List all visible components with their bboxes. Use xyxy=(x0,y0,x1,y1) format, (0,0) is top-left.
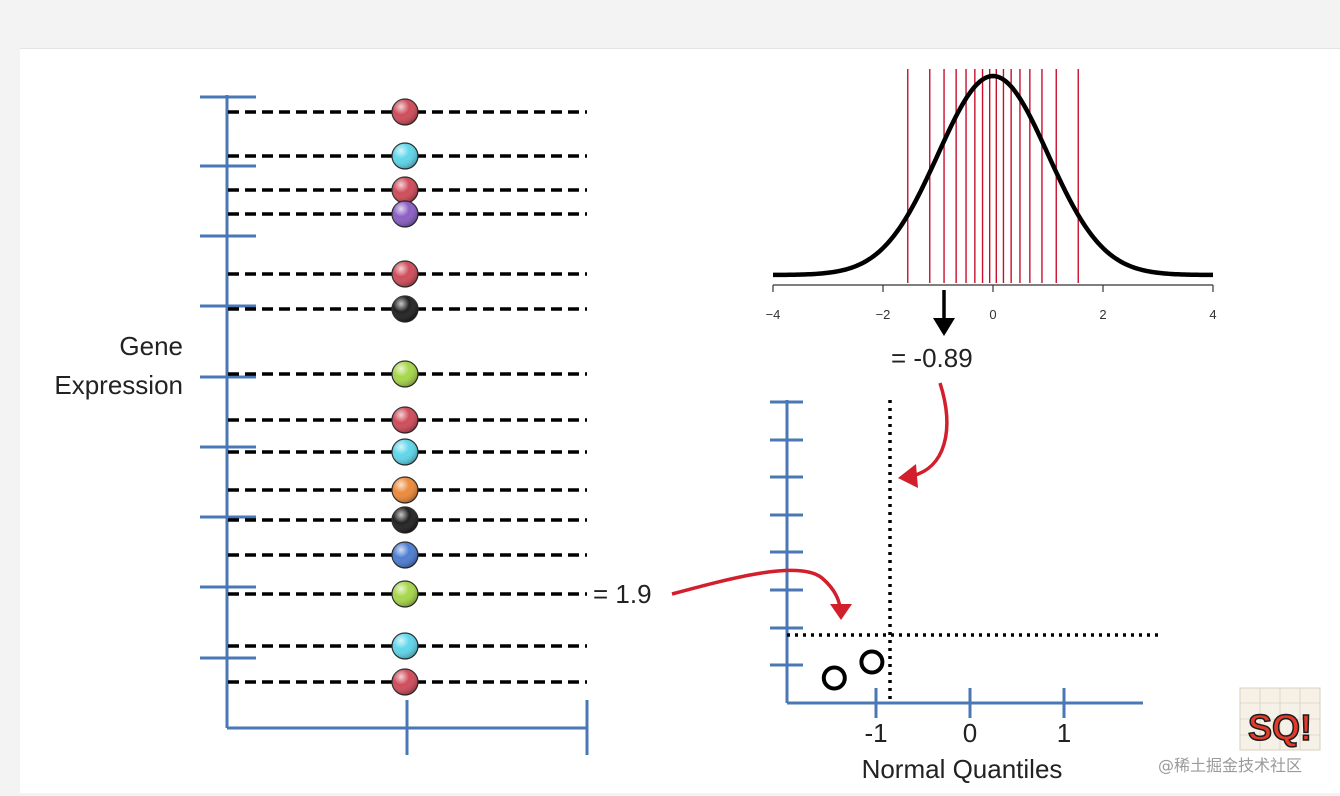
axis-label-expression: Expression xyxy=(54,370,183,400)
sq-logo-grid xyxy=(1240,688,1320,750)
gene-expression-panel: Gene Expression = 1.9 xyxy=(54,95,652,755)
data-point-highlight xyxy=(392,361,418,387)
value-callout-curve: = -0.89 xyxy=(891,343,973,373)
qq-x-tick-label: 1 xyxy=(1057,718,1071,748)
arrow-to-qq-point xyxy=(671,568,842,611)
curve-tick-label: 0 xyxy=(989,307,996,322)
data-point-highlight xyxy=(392,143,418,169)
data-point-highlight xyxy=(392,581,418,607)
sq-logo: SQ! xyxy=(1239,687,1321,751)
data-point-highlight xyxy=(392,542,418,568)
qq-plot-panel: -1 0 1 Normal Quantiles xyxy=(770,400,1163,784)
qq-y-ticks xyxy=(770,400,803,667)
normal-curve xyxy=(772,73,1214,278)
data-point-highlight xyxy=(392,633,418,659)
watermark-text: @稀土掘金技术社区 xyxy=(1158,756,1303,775)
axis-label-gene: Gene xyxy=(119,331,183,361)
data-point-highlight xyxy=(392,296,418,322)
down-arrow-icon xyxy=(933,318,955,336)
curve-tick-label: 4 xyxy=(1209,307,1216,322)
data-point-highlight xyxy=(392,669,418,695)
data-point-highlight xyxy=(392,477,418,503)
data-point-highlight xyxy=(392,261,418,287)
data-point-highlight xyxy=(392,99,418,125)
slide-canvas xyxy=(20,48,1340,793)
qq-data-point xyxy=(859,649,885,675)
data-points xyxy=(391,98,419,696)
data-point-highlight xyxy=(392,201,418,227)
y-axis-ticks xyxy=(200,95,256,660)
qq-x-tick-label: -1 xyxy=(864,718,887,748)
qq-x-ticks: -1 0 1 xyxy=(864,688,1071,748)
value-callout-left: = 1.9 xyxy=(593,579,652,609)
data-point-highlight xyxy=(392,177,418,203)
arrow-head-icon xyxy=(830,604,852,620)
sq-logo-text: SQ! xyxy=(1248,707,1312,748)
red-arrows xyxy=(671,382,949,620)
normal-distribution-panel: −4 −2 0 2 4 = -0.89 xyxy=(766,69,1217,373)
curve-x-ticks: −4 −2 0 2 4 xyxy=(766,285,1217,322)
qq-data-point xyxy=(821,665,847,691)
data-point-highlight xyxy=(392,439,418,465)
qq-x-tick-label: 0 xyxy=(963,718,977,748)
quantile-lines xyxy=(907,69,1079,283)
curve-tick-label: −4 xyxy=(766,307,781,322)
qq-x-axis-label: Normal Quantiles xyxy=(862,754,1063,784)
curve-tick-label: −2 xyxy=(876,307,891,322)
arrow-head-icon xyxy=(898,464,918,488)
arrow-to-quantile-line xyxy=(911,382,949,478)
data-point-highlight xyxy=(392,407,418,433)
data-point-highlight xyxy=(392,507,418,533)
qq-data-points xyxy=(821,649,885,691)
curve-tick-label: 2 xyxy=(1099,307,1106,322)
